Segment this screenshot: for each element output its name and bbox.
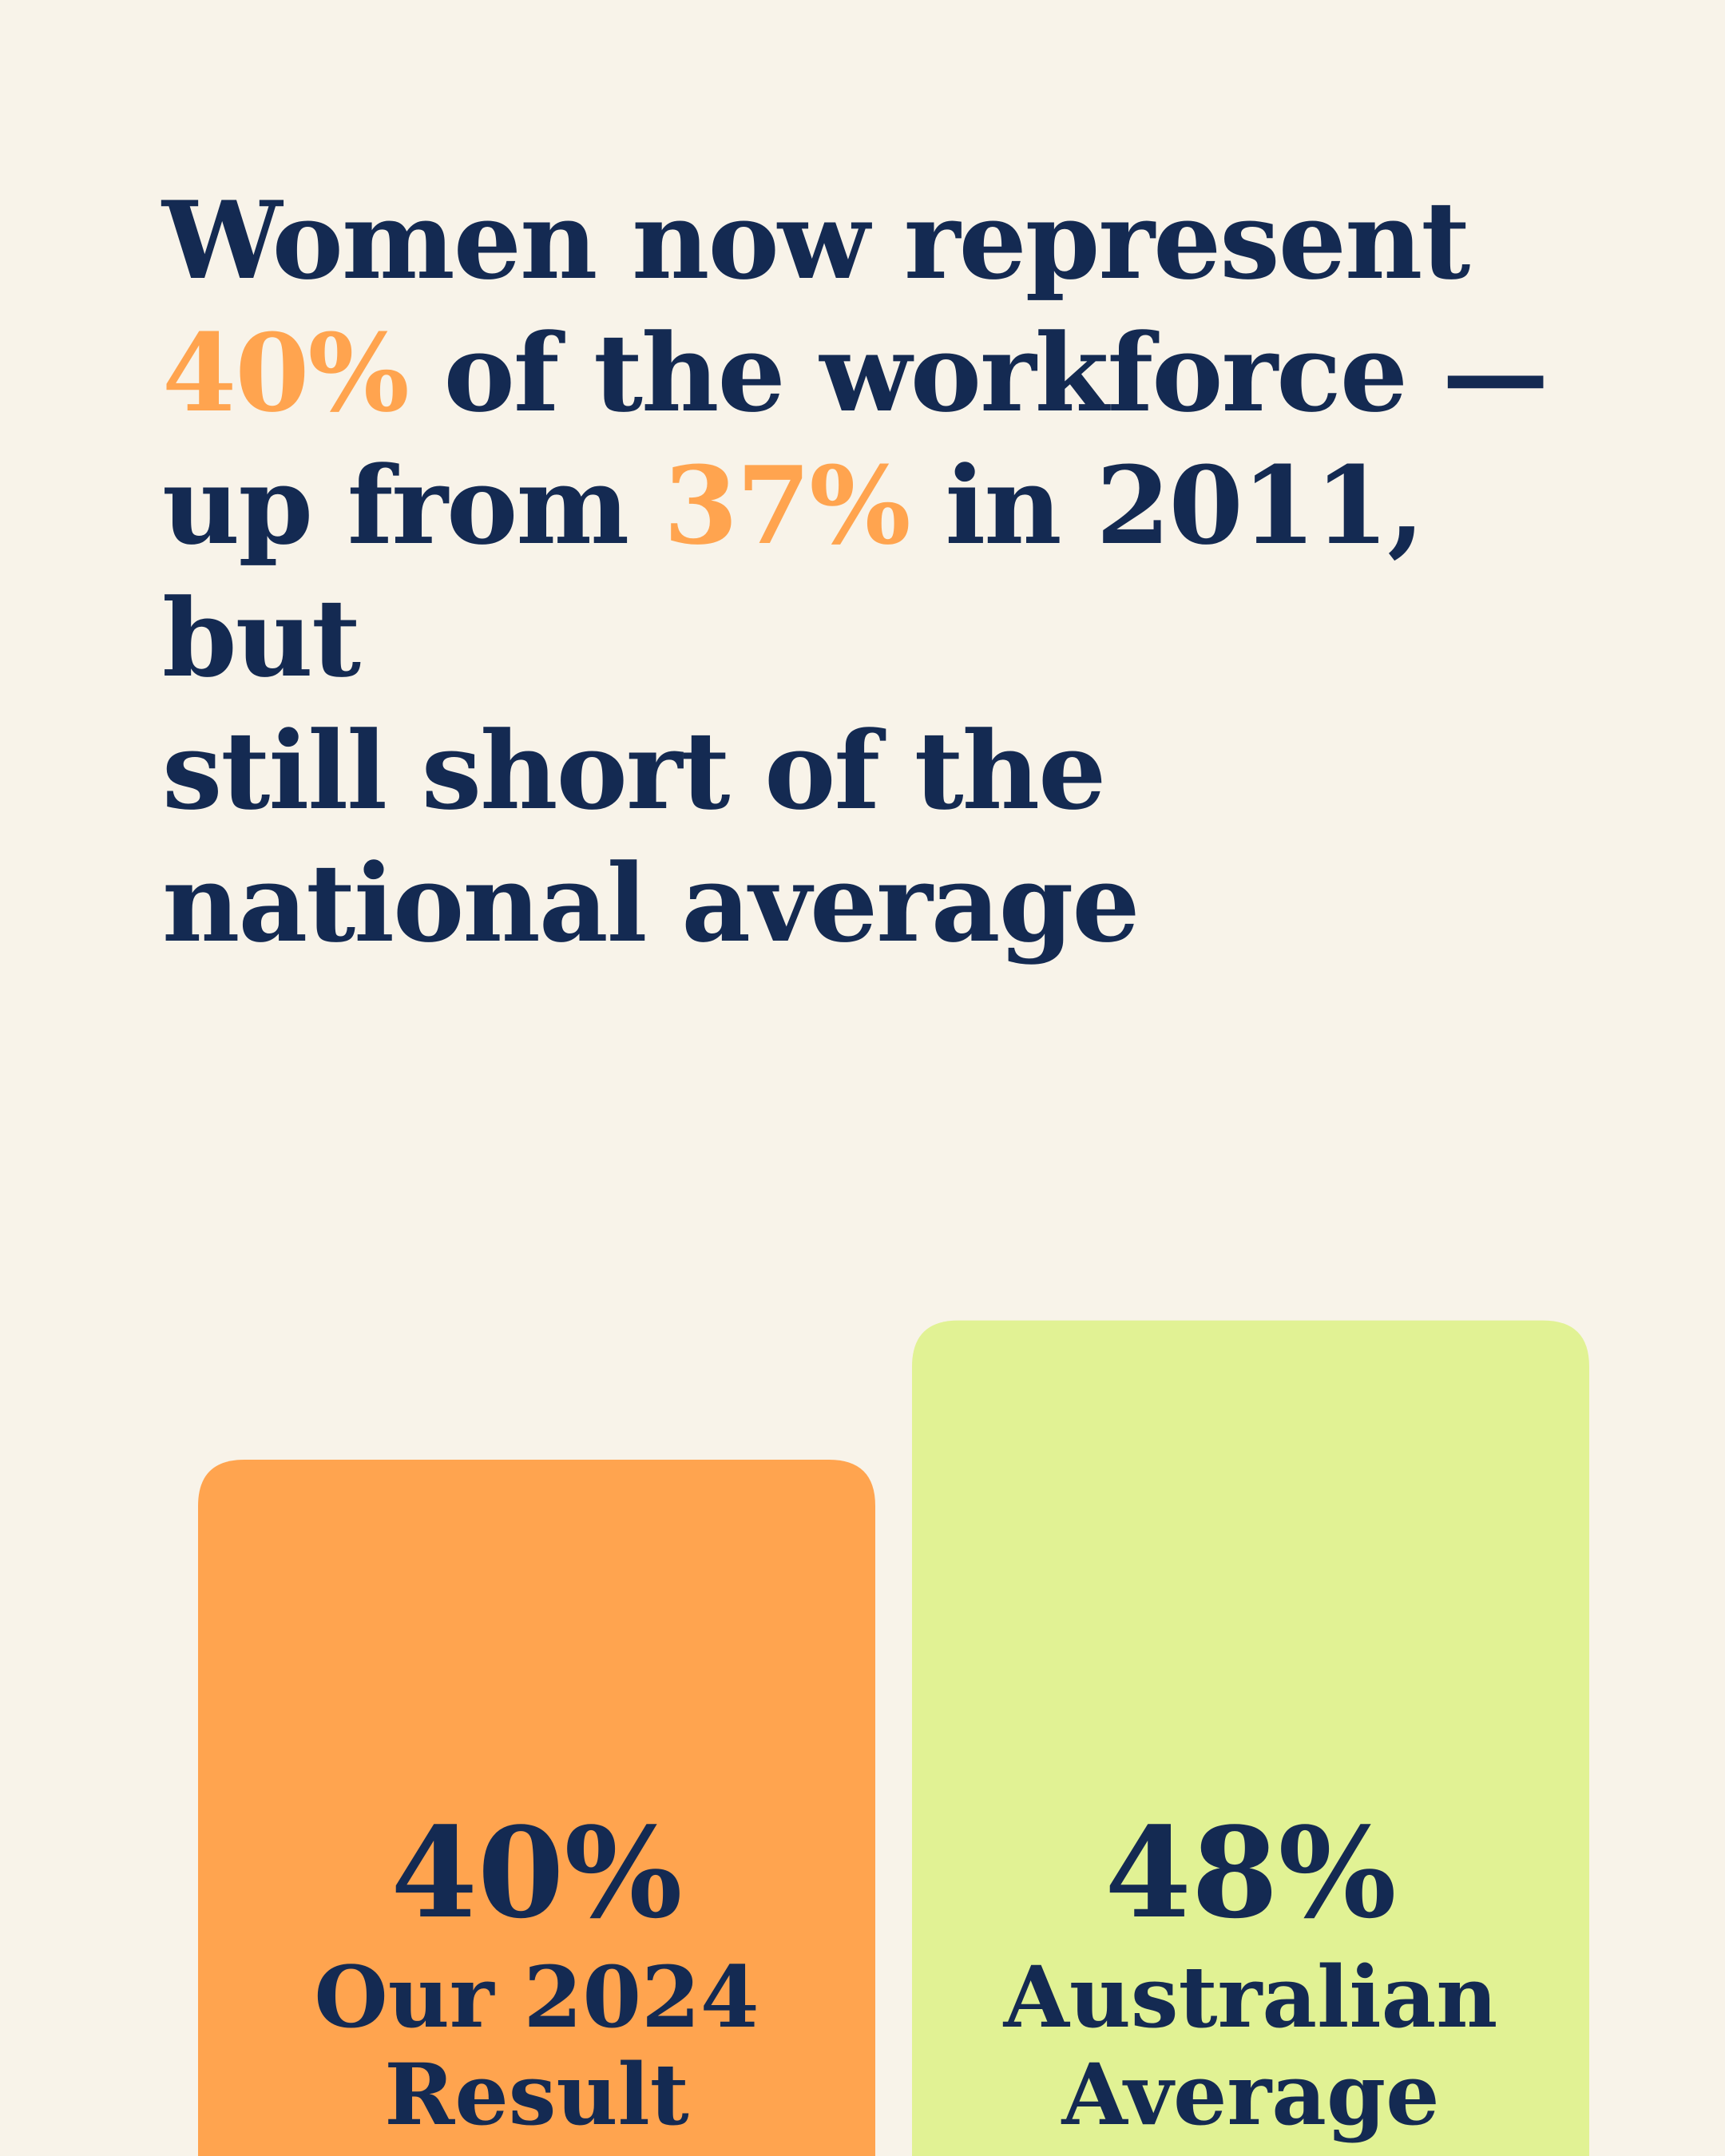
headline-text-4: in 2011, but (162, 442, 1425, 701)
headline-text-5: still short of the (162, 707, 1106, 834)
headline-highlight-37: 37% (663, 442, 911, 569)
bar-category-label-2-line-1: Australian (1003, 1947, 1498, 2047)
headline-text-1: Women now represent (162, 177, 1470, 303)
headline-text-2: of the workforce — (443, 310, 1549, 436)
headline-highlight-40: 40% (162, 310, 410, 436)
bar-value-label-2: 48% (1104, 1800, 1396, 1946)
headline: Women now represent 40% of the workforce… (162, 174, 1648, 969)
bar-2 (912, 1320, 1589, 2156)
bar-category-label-1-line-2: Result (384, 2044, 689, 2144)
bar-category-label-2-line-2: Average (1061, 2044, 1439, 2144)
bar-category-label-1-line-1: Our 2024 (314, 1947, 759, 2047)
bar-1 (198, 1460, 875, 2156)
headline-text-3: up from (162, 442, 629, 569)
bar-value-label-1: 40% (391, 1800, 682, 1946)
headline-text-6: national average (162, 840, 1140, 966)
